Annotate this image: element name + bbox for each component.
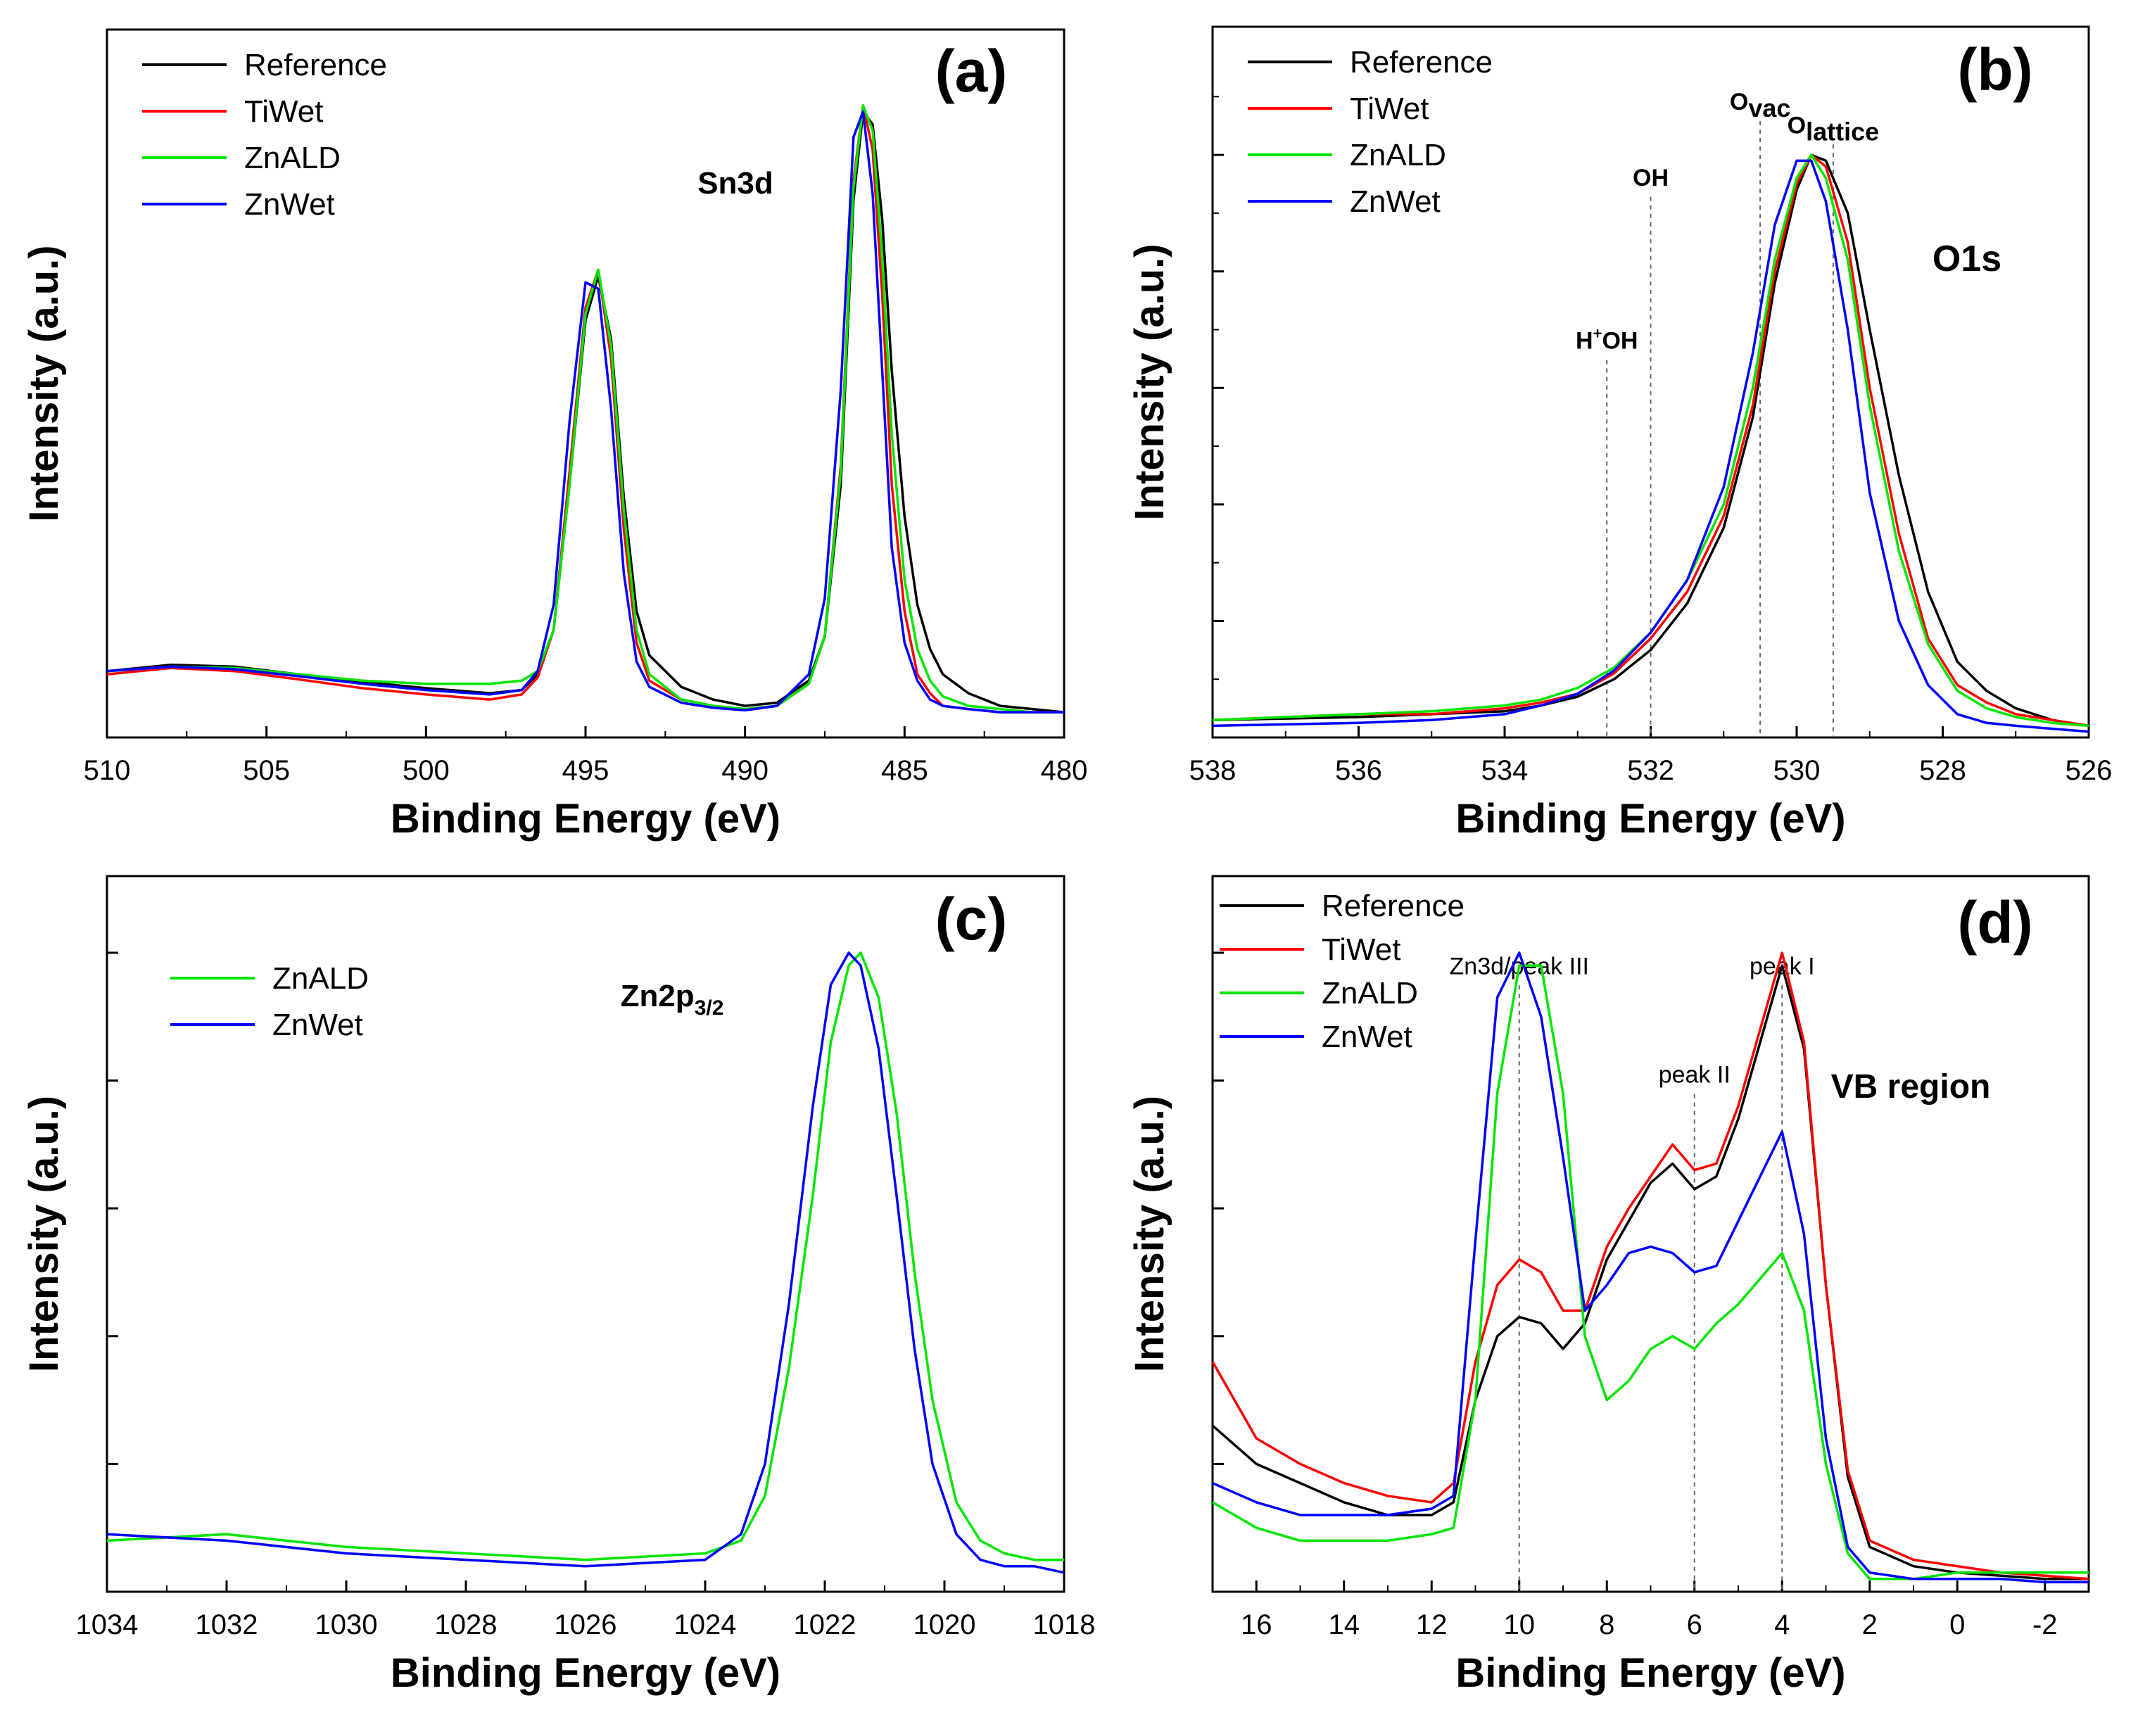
peak-annotation: Ovac [1730,89,1791,122]
y-axis-label: Intensity (a.u.) [21,1096,67,1372]
y-axis-label: Intensity (a.u.) [1127,243,1172,520]
x-tick-label: 510 [84,755,131,786]
series-line-znald [1212,964,2089,1580]
series-line-znwet [106,110,1064,714]
x-tick-label: 526 [2066,755,2113,786]
chart-title: Sn3d [697,166,773,201]
legend-label: ZnALD [272,961,369,996]
x-tick-label: 1026 [555,1609,617,1640]
x-tick-label: 530 [1773,755,1821,786]
series-line-tiwet [1211,951,2089,1580]
x-tick-label: 1034 [76,1609,139,1640]
x-tick-label: 4 [1774,1609,1790,1640]
panel-b: 538 536 534 532 530 528 526 Binding Energy (eV)… [1127,25,2113,842]
x-tick-label: 480 [1041,755,1088,786]
peak-annotation: OH [1633,165,1669,191]
x-tick-label: 6 [1687,1609,1702,1640]
x-tick-label: 1024 [674,1609,737,1640]
x-tick-label: 1018 [1033,1609,1096,1640]
legend-label: Reference [1322,889,1465,923]
y-axis-label: Intensity (a.u.) [21,245,67,521]
x-tick-label: 490 [721,755,768,786]
x-axis-label: Binding Energy (eV) [1455,1650,1845,1696]
legend-label: TiWet [244,94,323,129]
legend-label: Reference [244,48,387,82]
x-tick-label: 1022 [794,1609,856,1640]
panel-c: 1034 1032 1030 1028 1026 1024 1022 1020 1018 Bind… [21,875,1096,1696]
x-tick-label: 1020 [913,1609,976,1640]
plot-frame [106,875,1065,1593]
x-tick-label: 14 [1329,1609,1360,1640]
x-tick-label: 16 [1241,1609,1272,1640]
panel-label: (c) [935,886,1008,952]
x-tick-label: 0 [1949,1609,1965,1640]
x-tick-label: 10 [1504,1609,1536,1640]
legend-label: ZnWet [1322,1020,1412,1054]
peak-annotation: Olattice [1788,112,1880,146]
panel-label: (d) [1957,889,2032,956]
series-line-reference [1211,964,2089,1580]
series-line-znwet [1212,159,2089,733]
series-line-znwet [1212,951,2089,1584]
legend-label: ZnALD [1322,976,1418,1010]
legend-label: ZnWet [244,187,335,222]
legend-label: ZnALD [1350,138,1446,172]
chart-title: O1s [1933,239,2001,279]
x-tick-label: 1030 [315,1609,378,1640]
legend-label: ZnWet [1350,184,1441,219]
x-tick-label: 532 [1627,755,1674,786]
series-line-znald [1212,153,2089,728]
x-tick-label: 485 [881,755,928,786]
series-line-reference [106,110,1065,714]
x-tick-label: 2 [1862,1609,1878,1640]
x-tick-label: 1028 [435,1609,498,1640]
x-axis-label: Binding Energy (eV) [391,796,780,842]
x-tick-label: 536 [1335,755,1382,786]
x-axis-label: Binding Energy (eV) [1455,796,1845,842]
x-tick-label: 528 [1919,755,1966,786]
series-line-tiwet [1212,153,2089,728]
x-tick-label: 12 [1416,1609,1448,1640]
x-tick-label: 8 [1599,1609,1614,1640]
y-axis-label: Intensity (a.u.) [1127,1096,1172,1372]
chart-title: VB region [1831,1068,1991,1105]
panel-label: (b) [1957,37,2032,103]
x-tick-label: -2 [2032,1609,2058,1640]
x-axis-label: Binding Energy (eV) [391,1650,780,1696]
x-tick-label: 534 [1481,755,1529,786]
peak-annotation: peak II [1659,1062,1731,1089]
legend-label: ZnALD [244,141,341,175]
chart-title: Zn2p3/2 [621,979,724,1020]
legend-label: TiWet [1350,91,1429,126]
series-line-znald [106,104,1064,714]
series-line-znwet [106,951,1065,1574]
panel-d: 16 14 12 10 8 6 4 2 0 -2 Binding Energy (eV) Intens… [1127,875,2090,1696]
x-tick-label: 538 [1189,755,1236,786]
x-tick-label: 505 [243,755,290,786]
x-tick-label: 495 [562,755,609,786]
legend-label: TiWet [1322,932,1400,967]
series-line-znald [106,951,1064,1561]
panel-a: 510 505 500 495 490 485 480 Binding Energy (eV)… [21,28,1088,842]
x-tick-label: 1032 [196,1609,258,1640]
panel-label: (a) [935,38,1008,104]
legend-label: Reference [1350,45,1493,80]
x-tick-label: 500 [403,755,450,786]
legend-label: ZnWet [272,1008,363,1042]
peak-annotation: H+OH [1576,325,1638,355]
plot-frame [106,28,1065,739]
